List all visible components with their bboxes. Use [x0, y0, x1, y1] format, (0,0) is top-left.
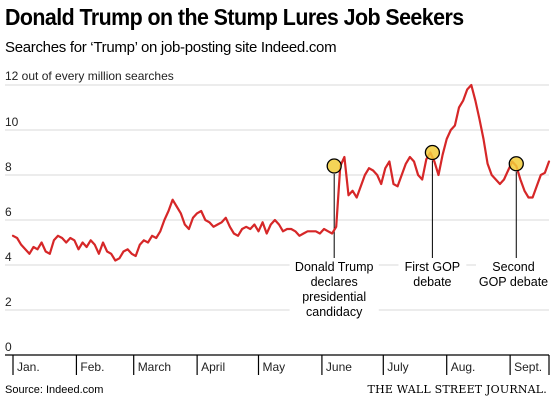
y-tick-label: 6	[5, 205, 12, 219]
y-axis-unit-label: 12 out of every million searches	[5, 69, 174, 83]
event-marker	[424, 144, 441, 161]
annotation-text-line: GOP debate	[479, 275, 548, 289]
annotation-text-line: Donald Trump	[295, 260, 374, 274]
y-axis-tick-labels: 0 2 4 6 8 10	[5, 115, 19, 354]
annotation-text-line: declares	[311, 275, 358, 289]
series-lines	[11, 83, 551, 262]
y-tick-label: 10	[5, 115, 19, 129]
event-marker	[326, 158, 342, 174]
annotation-leader-lines	[333, 160, 517, 258]
grid-lines	[5, 84, 549, 311]
annotation-background	[289, 258, 379, 322]
source-note: Source: Indeed.com	[5, 384, 104, 396]
y-tick-label: 2	[5, 295, 12, 309]
event-marker	[508, 156, 524, 172]
y-tick-label: 0	[5, 340, 12, 354]
month-label: July	[387, 360, 408, 374]
annotation-text-line: debate	[413, 275, 451, 289]
month-label: April	[201, 360, 225, 374]
x-axis: Jan. Feb. March April May June July Aug. Sept.	[5, 354, 550, 375]
annotation-text-line: candidacy	[306, 305, 363, 319]
annotation-background	[398, 258, 467, 292]
annotation-label: Donald Trumpdeclarespresidentialcandidac…	[289, 258, 379, 322]
month-label: Sept.	[514, 360, 542, 374]
publisher-logo-text: THE WALL STREET JOURNAL.	[367, 383, 547, 396]
month-label: Aug.	[451, 360, 476, 374]
month-label: March	[138, 360, 171, 374]
y-tick-label: 4	[5, 250, 12, 264]
month-label: Jan.	[17, 360, 40, 374]
annotation-text-line: Second	[492, 260, 534, 274]
annotation-background	[476, 258, 551, 292]
chart-subtitle: Searches for ‘Trump’ on job-posting site…	[5, 39, 337, 56]
y-tick-label: 8	[5, 160, 12, 174]
annotation-text-line: presidential	[302, 290, 366, 304]
annotation-text-line: First GOP	[405, 260, 461, 274]
annotation-labels: Donald Trumpdeclarespresidentialcandidac…	[289, 258, 551, 322]
month-label: May	[262, 360, 285, 374]
chart-title: Donald Trump on the Stump Lures Job Seek…	[5, 4, 464, 30]
line-chart: 12 out of every million searches 0 2 4 6 8 10…	[5, 69, 551, 375]
series-line	[11, 83, 551, 262]
month-label: Feb.	[80, 360, 104, 374]
month-label: June	[326, 360, 352, 374]
event-markers	[326, 144, 524, 174]
